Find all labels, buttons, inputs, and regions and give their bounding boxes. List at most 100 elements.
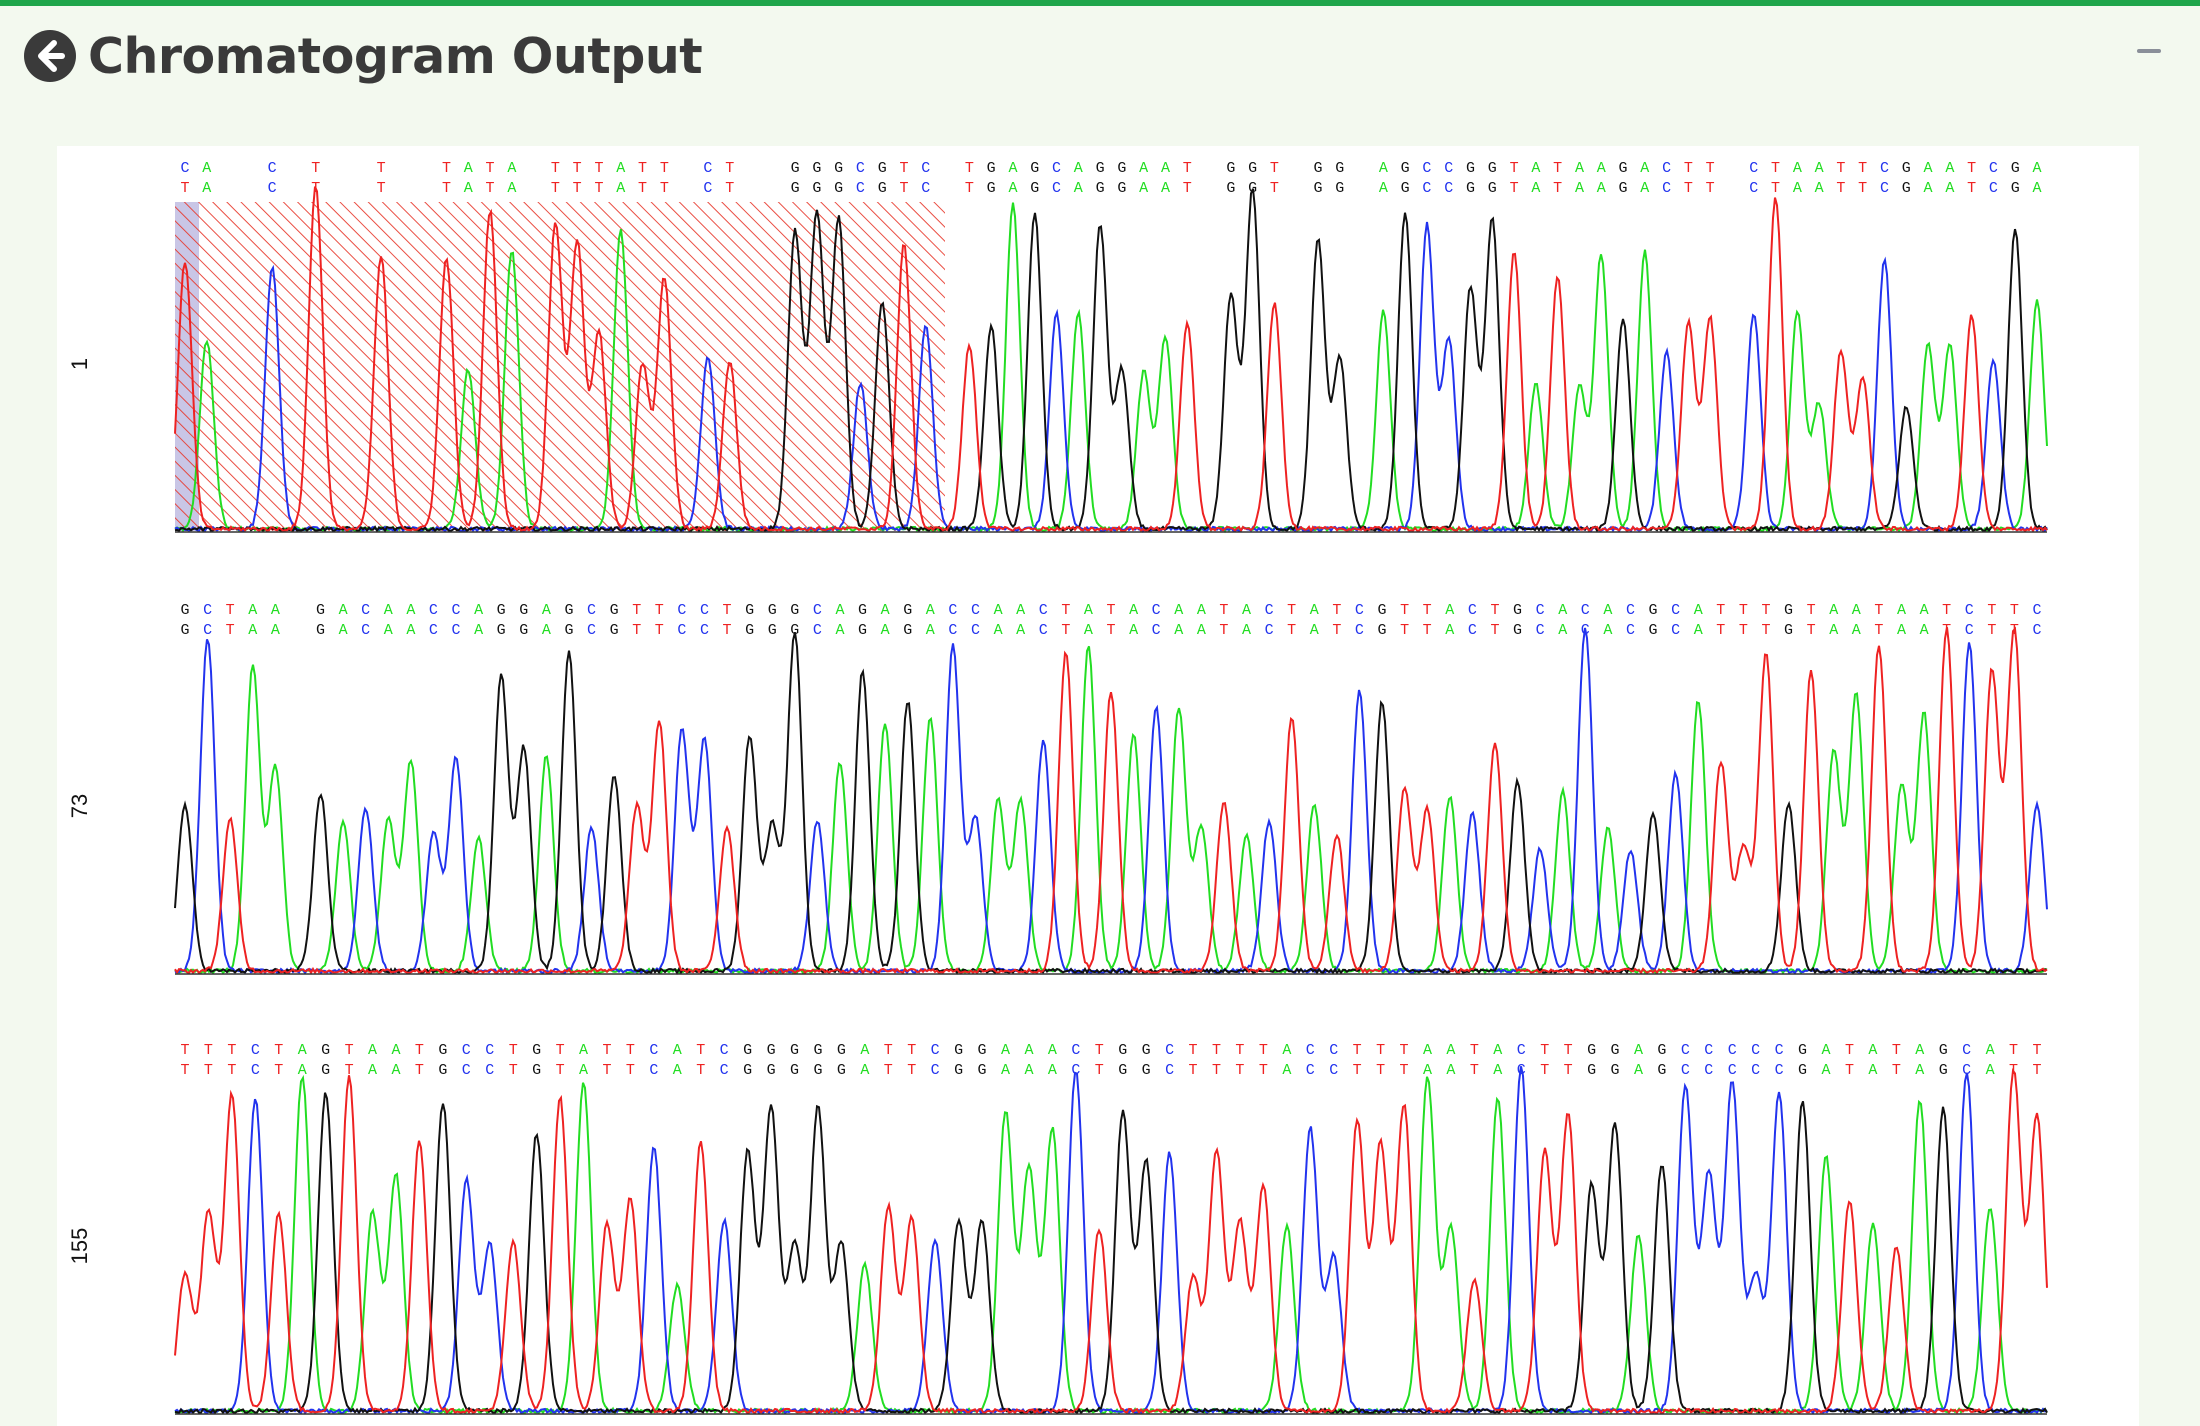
reference-base: C: [462, 1062, 471, 1079]
called-base: A: [1048, 1042, 1057, 1059]
called-base: C: [1749, 160, 1758, 177]
reference-base: G: [858, 622, 867, 639]
called-base: A: [1282, 1042, 1291, 1059]
reference-base: G: [316, 622, 325, 639]
called-base: A: [507, 160, 516, 177]
reference-base: T: [442, 180, 451, 197]
reference-base: C: [203, 622, 212, 639]
reference-base: C: [813, 622, 822, 639]
reference-base: G: [1335, 180, 1344, 197]
called-base: T: [509, 1042, 518, 1059]
reference-base: G: [1649, 622, 1658, 639]
called-base: A: [1197, 602, 1206, 619]
reference-base: A: [339, 622, 348, 639]
called-base: C: [1329, 1042, 1338, 1059]
called-base: C: [1962, 1042, 1971, 1059]
called-base: A: [1640, 160, 1649, 177]
called-base: C: [1052, 160, 1061, 177]
reference-base: T: [1423, 622, 1432, 639]
reference-base: G: [745, 622, 754, 639]
reference-base: A: [1024, 1062, 1033, 1079]
called-base: A: [1945, 160, 1954, 177]
called-base: A: [271, 602, 280, 619]
reference-base: C: [921, 180, 930, 197]
called-base: C: [485, 1042, 494, 1059]
collapse-button[interactable]: [2135, 44, 2163, 58]
called-base: A: [1634, 1042, 1643, 1059]
called-base: T: [180, 1042, 189, 1059]
reference-base: G: [878, 180, 887, 197]
called-base: A: [1174, 602, 1183, 619]
called-base: T: [723, 602, 732, 619]
called-base: A: [1074, 160, 1083, 177]
reference-base: G: [1117, 180, 1126, 197]
reference-base: T: [377, 180, 386, 197]
called-base: C: [587, 602, 596, 619]
reference-base: T: [696, 1062, 705, 1079]
reference-base: C: [649, 1062, 658, 1079]
called-base: T: [1739, 602, 1748, 619]
called-base: C: [700, 602, 709, 619]
called-base: C: [948, 602, 957, 619]
reference-base: T: [1490, 622, 1499, 639]
called-base: C: [1880, 160, 1889, 177]
called-base: G: [1902, 160, 1911, 177]
reference-base: C: [1265, 622, 1274, 639]
reference-base: C: [931, 1062, 940, 1079]
reference-base: G: [321, 1062, 330, 1079]
reference-base: A: [464, 180, 473, 197]
called-base: A: [1446, 1042, 1455, 1059]
reference-base: G: [1401, 180, 1410, 197]
trace-C: [174, 627, 2048, 976]
reference-base: T: [900, 180, 909, 197]
reference-base: G: [987, 180, 996, 197]
called-base: C: [649, 1042, 658, 1059]
reference-base: A: [1986, 1062, 1995, 1079]
called-base: T: [602, 1042, 611, 1059]
reference-base: T: [1376, 1062, 1385, 1079]
reference-base: G: [1619, 180, 1628, 197]
called-base: T: [551, 160, 560, 177]
called-base: C: [180, 160, 189, 177]
reference-base: A: [1310, 622, 1319, 639]
reference-base: A: [1822, 1062, 1831, 1079]
reference-base: C: [1355, 622, 1364, 639]
called-base: A: [835, 602, 844, 619]
called-base: T: [1106, 602, 1115, 619]
reference-base: A: [1852, 622, 1861, 639]
chromatogram-row: 73GGCCTTAAAAGGAACCAAAACCCCAAGGGGAAGGCCGG…: [67, 602, 2048, 976]
called-base: G: [790, 602, 799, 619]
called-base: G: [813, 1042, 822, 1059]
called-base: G: [767, 1042, 776, 1059]
reference-base: A: [1282, 1062, 1291, 1079]
reference-base: T: [1287, 622, 1296, 639]
reference-base: A: [1161, 180, 1170, 197]
called-base: A: [2032, 160, 2041, 177]
called-base: A: [1915, 1042, 1924, 1059]
reference-base: A: [406, 622, 415, 639]
reference-base: C: [1422, 180, 1431, 197]
back-button[interactable]: [24, 30, 76, 82]
reference-base: C: [948, 622, 957, 639]
reference-base: G: [837, 1062, 846, 1079]
trace-T: [174, 626, 2048, 976]
called-base: G: [438, 1042, 447, 1059]
called-base: T: [1540, 1042, 1549, 1059]
called-base: A: [1829, 602, 1838, 619]
called-base: C: [251, 1042, 260, 1059]
called-base: A: [1379, 160, 1388, 177]
reference-base: G: [564, 622, 573, 639]
called-base: C: [720, 1042, 729, 1059]
called-base: T: [1376, 1042, 1385, 1059]
reference-base: T: [884, 1062, 893, 1079]
called-base: T: [1684, 160, 1693, 177]
reference-base: C: [677, 622, 686, 639]
reference-base: A: [1446, 1062, 1455, 1079]
reference-base: A: [881, 622, 890, 639]
called-base: C: [1165, 1042, 1174, 1059]
reference-base: T: [638, 180, 647, 197]
reference-base: C: [268, 180, 277, 197]
reference-base: C: [1728, 1062, 1737, 1079]
called-base: G: [1226, 160, 1235, 177]
called-base: G: [745, 602, 754, 619]
